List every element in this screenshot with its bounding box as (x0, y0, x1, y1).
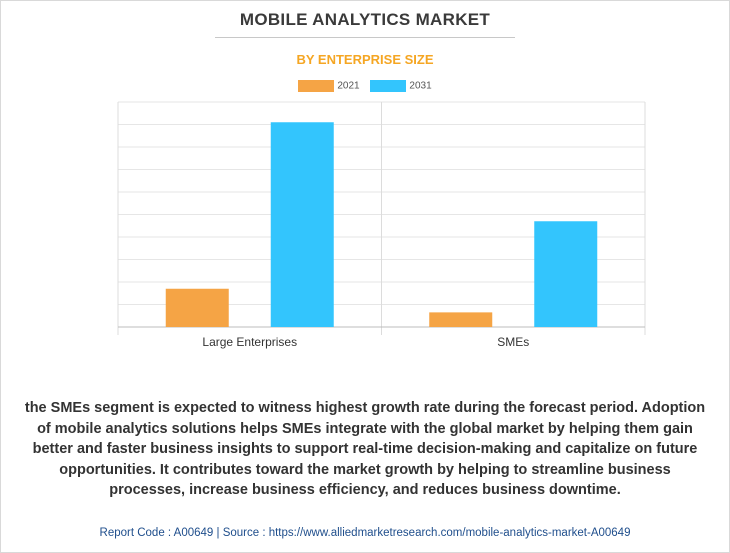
legend-item-2021[interactable]: 2021 (298, 80, 360, 92)
legend-label-2021: 2021 (337, 80, 360, 92)
chart-title: MOBILE ANALYTICS MARKET (239, 10, 491, 29)
chart-subtitle: BY ENTERPRISE SIZE (296, 52, 434, 67)
footer-source[interactable]: Report Code : A00649 | Source : https://… (99, 527, 631, 539)
bar-2031-smes[interactable] (534, 221, 598, 327)
legend-swatch-2031 (370, 80, 407, 92)
bars (165, 122, 598, 327)
bar-2031-large-enterprises[interactable] (270, 122, 334, 327)
legend: 2021 2031 (0, 80, 730, 92)
category-labels: Large Enterprises SMEs (202, 335, 529, 349)
bar-2021-large-enterprises[interactable] (165, 288, 229, 327)
category-label: SMEs (497, 335, 529, 349)
bar-chart: Large Enterprises SMEs (117, 101, 646, 349)
title-divider (215, 37, 515, 38)
description-text: the SMEs segment is expected to witness … (24, 400, 706, 498)
legend-item-2031[interactable]: 2031 (370, 80, 432, 92)
bar-2021-smes[interactable] (429, 312, 493, 327)
category-label: Large Enterprises (202, 335, 297, 349)
legend-swatch-2021 (298, 80, 335, 92)
legend-label-2031: 2031 (409, 80, 432, 92)
